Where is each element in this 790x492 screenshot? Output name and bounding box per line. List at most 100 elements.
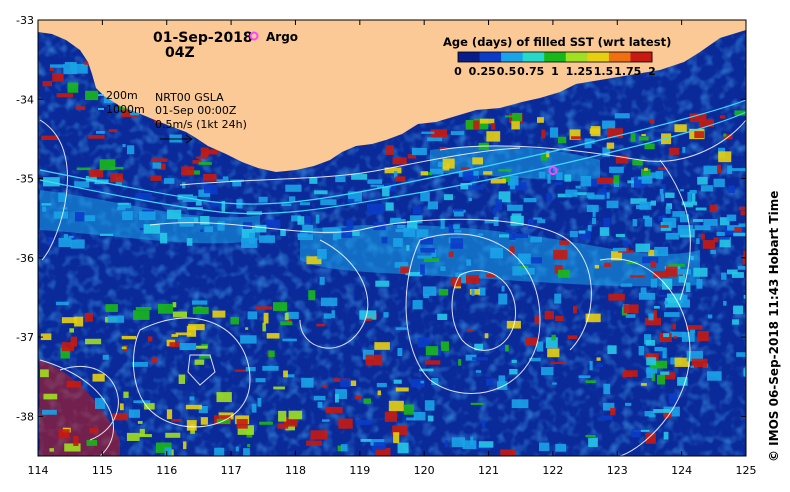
sst-patch (351, 173, 368, 180)
sst-patch (663, 431, 669, 440)
sst-patch (709, 204, 717, 213)
sst-patch (681, 201, 698, 206)
sst-patch (362, 349, 374, 360)
sst-patch (70, 239, 85, 249)
sst-patch (262, 365, 279, 371)
colorbar-segment (479, 52, 502, 62)
sst-patch (420, 380, 425, 384)
sst-patch (259, 235, 276, 243)
sst-patch (273, 386, 285, 390)
sst-patch (152, 162, 162, 169)
sst-patch (360, 438, 372, 442)
sst-patch (110, 166, 124, 170)
sst-patch (337, 445, 343, 452)
sst-patch (214, 447, 225, 456)
sst-patch (589, 360, 593, 371)
sst-patch (660, 372, 676, 380)
sst-patch (580, 175, 592, 187)
sst-patch (235, 446, 239, 452)
sst-patch (612, 247, 627, 252)
sst-patch (613, 182, 620, 187)
sst-patch (665, 192, 675, 198)
sst-patch (734, 110, 746, 116)
sst-patch (394, 262, 409, 268)
sst-patch (655, 170, 664, 179)
sst-patch (182, 195, 198, 203)
sst-patch (332, 231, 337, 241)
sst-patch (486, 378, 494, 386)
sst-patch (367, 179, 383, 184)
sst-patch (479, 118, 495, 124)
sst-patch (444, 440, 448, 448)
map-date: 01-Sep-2018 (153, 30, 253, 46)
sst-patch (76, 167, 91, 170)
sst-patch (216, 179, 229, 182)
sst-patch (716, 231, 725, 237)
sst-patch (691, 358, 708, 368)
sst-patch (403, 404, 415, 415)
sst-patch (123, 391, 129, 398)
sst-patch (603, 402, 615, 411)
sst-patch (659, 188, 664, 195)
sst-patch (393, 432, 400, 444)
sst-patch (603, 383, 611, 394)
sst-patch (308, 290, 316, 301)
sst-patch (439, 147, 448, 150)
sst-patch (686, 351, 703, 362)
colorbar-segment (587, 52, 610, 62)
sst-patch (122, 143, 126, 148)
sst-patch (653, 310, 657, 321)
sst-patch (440, 266, 446, 271)
sst-patch (322, 227, 339, 234)
sst-patch (719, 237, 731, 248)
sst-patch (384, 411, 397, 422)
sst-patch (92, 189, 103, 192)
sst-patch (52, 73, 64, 82)
sst-patch (640, 287, 647, 295)
sst-patch (412, 206, 422, 215)
sst-patch (204, 226, 214, 233)
sst-patch (681, 332, 695, 342)
sst-patch (392, 157, 407, 165)
sst-patch (320, 199, 337, 206)
sst-patch (139, 211, 156, 221)
sst-patch (677, 377, 688, 386)
sst-patch (458, 359, 462, 366)
lon-tick-label: 121 (478, 464, 499, 477)
sst-patch (644, 217, 653, 227)
lon-tick-label: 114 (28, 464, 49, 477)
sst-patch (411, 147, 427, 156)
sst-patch (491, 123, 496, 130)
sst-patch (306, 256, 322, 265)
sst-patch (266, 333, 280, 339)
lat-tick-label: -34 (16, 93, 34, 106)
sst-patch (356, 419, 372, 425)
sst-patch (265, 219, 281, 229)
sst-patch (522, 267, 535, 275)
sst-patch (67, 82, 79, 93)
sst-patch (299, 202, 310, 206)
contour-200-label: 200m (106, 89, 138, 102)
sst-patch (691, 193, 696, 203)
sst-patch (738, 223, 746, 227)
sst-patch (736, 352, 746, 357)
sst-patch (737, 266, 746, 270)
sst-patch (633, 177, 646, 188)
sst-patch (255, 224, 267, 233)
sst-patch (301, 377, 314, 388)
sst-patch (578, 375, 591, 379)
sst-patch (407, 220, 418, 230)
sst-patch (92, 373, 105, 382)
sst-patch (121, 107, 139, 118)
contour-1000-label: 1000m (106, 103, 145, 116)
sst-patch (490, 178, 506, 184)
sst-patch (392, 219, 406, 224)
sst-patch (121, 346, 127, 350)
sst-patch (335, 389, 347, 399)
sst-patch (665, 266, 678, 277)
sst-patch (422, 286, 437, 296)
sst-patch (502, 176, 511, 183)
sst-patch (642, 215, 650, 219)
sst-patch (604, 262, 611, 268)
sst-patch (257, 397, 262, 407)
